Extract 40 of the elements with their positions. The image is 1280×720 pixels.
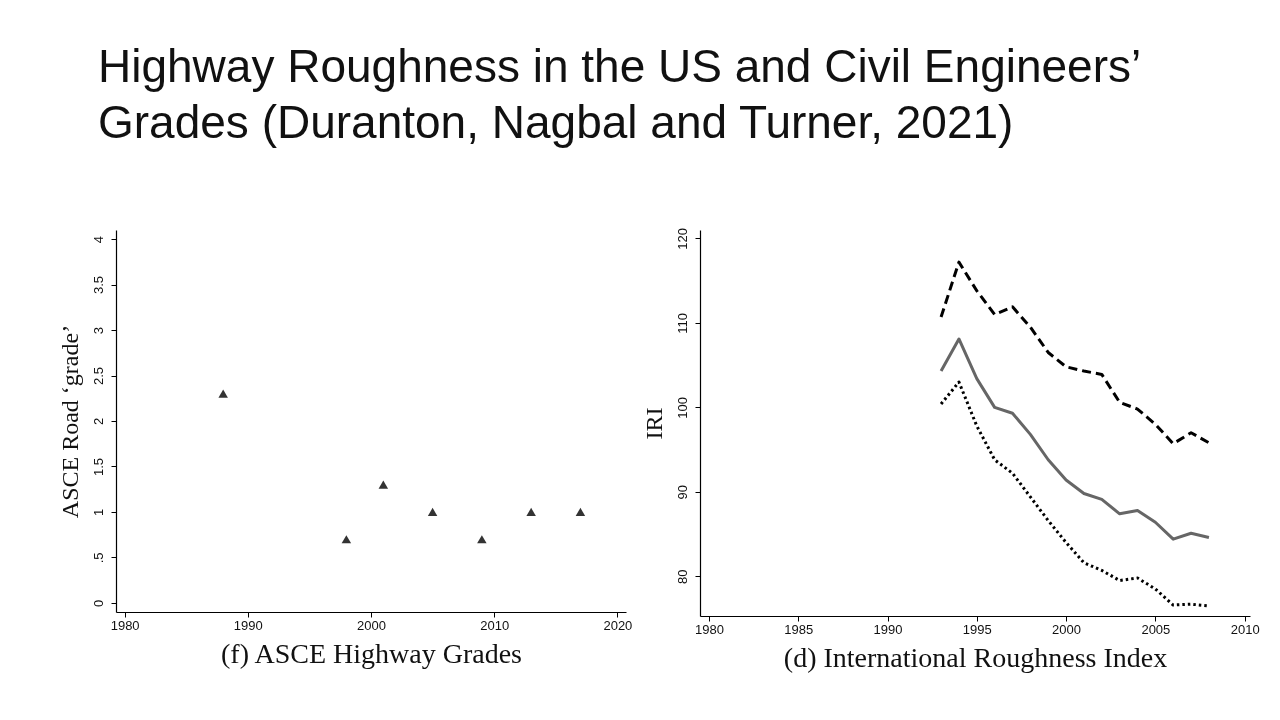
- point: [218, 389, 228, 398]
- point: [526, 507, 536, 517]
- y-tick-label: 1.5: [90, 457, 106, 477]
- y-tick-label: 90: [674, 485, 690, 500]
- x-tick-label: 1985: [784, 621, 814, 637]
- x-axis-title: (d) International Roughness Index: [783, 641, 1168, 673]
- x-tick-label: 2000: [357, 617, 386, 633]
- y-tick-label: 120: [674, 228, 690, 250]
- x-tick-label: 2000: [1052, 621, 1082, 637]
- point: [477, 535, 487, 544]
- line-series: [939, 260, 1211, 446]
- x-tick-label: 1980: [110, 617, 140, 633]
- x-tick-label: 1990: [873, 621, 903, 637]
- x-tick-label: 1995: [962, 621, 992, 637]
- y-tick-label: .5: [90, 552, 106, 564]
- x-tick-label: 2020: [603, 617, 633, 633]
- x-tick-label: 1990: [233, 617, 263, 633]
- y-tick-label: 100: [674, 397, 690, 419]
- x-tick-label: 2010: [1230, 621, 1260, 637]
- y-axis-title: IRI: [640, 407, 667, 440]
- point: [575, 507, 586, 517]
- y-tick-label: 110: [674, 313, 690, 334]
- x-axis-title: (f) ASCE Highway Grades: [221, 637, 522, 669]
- y-tick-label: 1: [90, 508, 106, 517]
- x-tick-label: 2005: [1141, 621, 1171, 637]
- y-tick-label: 3: [90, 326, 106, 335]
- y-tick-label: 3.5: [90, 276, 106, 295]
- point: [427, 507, 438, 517]
- y-tick-label: 2.5: [90, 366, 106, 386]
- y-tick-label: 80: [674, 569, 690, 585]
- x-tick-label: 1980: [694, 621, 724, 637]
- line-series: [939, 337, 1211, 541]
- y-axis-title: ASCE Road ‘grade’: [56, 324, 83, 519]
- chart-title: Highway Roughness in the US and Civil Engineers’ Grades (Duranton, Nagbal and Turner, 2021): [98, 39, 1141, 150]
- point: [341, 535, 352, 544]
- y-tick-label: 0: [90, 599, 106, 608]
- x-tick-label: 2010: [480, 617, 510, 633]
- y-tick-label: 4: [90, 235, 106, 244]
- y-tick-label: 2: [90, 417, 106, 426]
- point: [378, 480, 389, 489]
